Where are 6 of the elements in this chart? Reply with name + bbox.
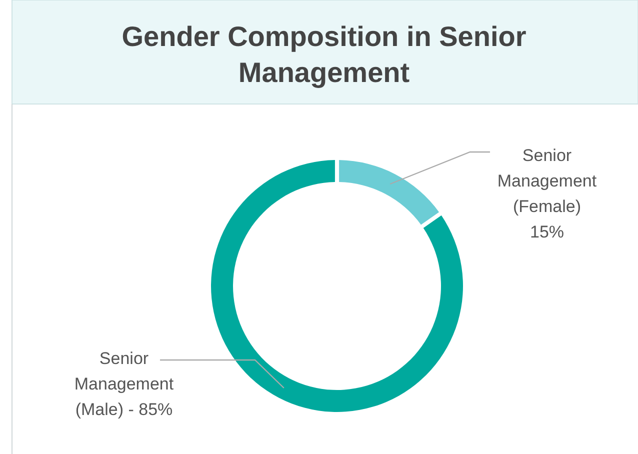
donut-slice [339,160,440,225]
donut-slice [211,160,463,412]
slice-label: Senior Management (Male) - 85% [74,349,174,419]
data-label: 15% [530,222,564,242]
slice-label: Senior Management (Female) [497,146,597,216]
chart-title: Gender Composition in Senior Management [122,21,526,88]
